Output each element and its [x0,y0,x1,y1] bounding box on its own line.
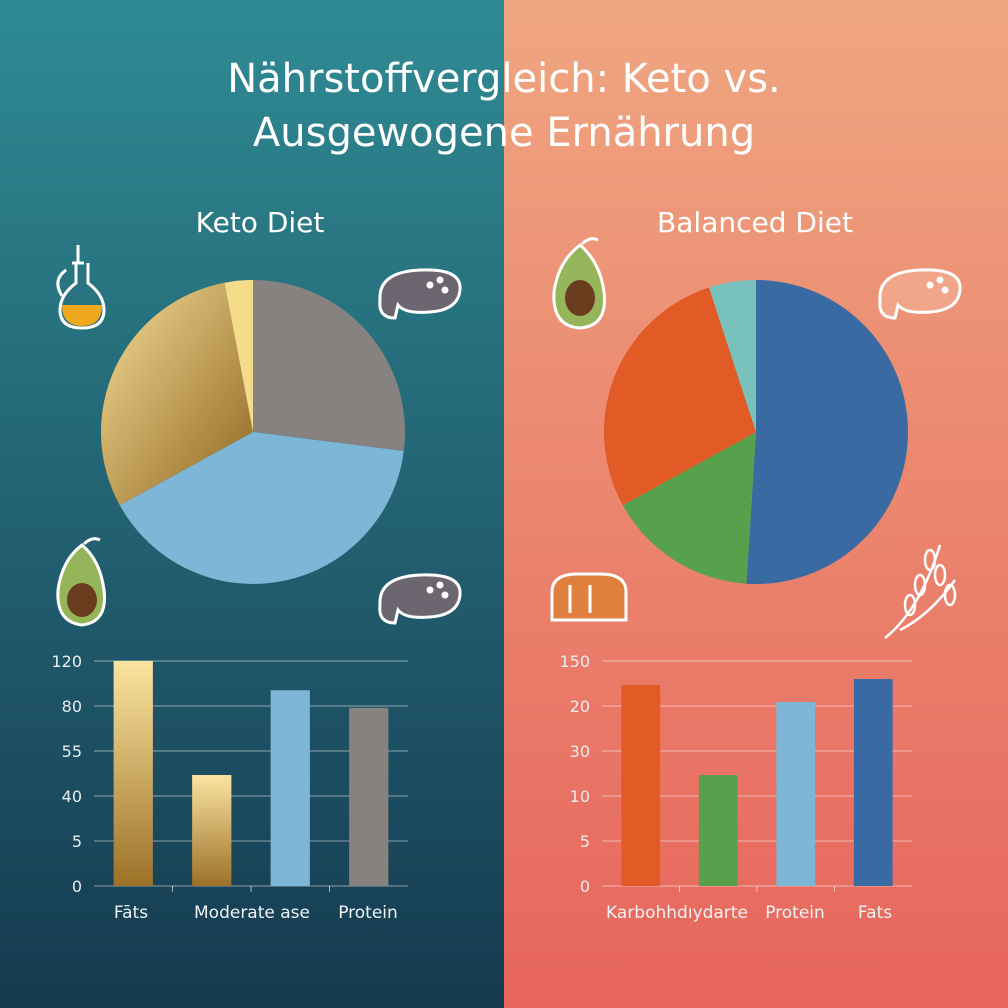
x-category-label: Fats [858,903,892,923]
keto-pie-title: Keto Diet [196,206,325,239]
oil-bottle-icon [56,245,106,330]
bar [621,684,661,886]
y-tick-label: 80 [62,697,82,716]
y-tick-label: 5 [580,832,590,851]
bread-icon [550,572,628,622]
x-category-label: Fāts [114,903,148,923]
bar [853,679,893,886]
pie-slice [622,432,756,584]
main-title-line1: Nährstoffvergleich: Keto vs. [227,56,781,102]
bar [776,701,816,886]
pie-slice [253,280,405,452]
y-tick-label: 20 [570,697,590,716]
pie-slice [603,287,756,506]
y-tick-label: 30 [570,742,590,761]
keto-pie-chart [100,280,405,585]
wheat-icon [884,544,957,639]
bar [270,690,310,886]
avocado-icon [552,237,606,330]
bar [349,707,389,886]
y-tick-label: 0 [580,877,590,896]
y-tick-label: 55 [62,742,82,761]
avocado-icon [56,537,107,627]
y-tick-label: 5 [72,832,82,851]
pie-slice [709,280,756,432]
main-title-line2: Ausgewogene Ernährung [253,110,755,156]
x-category-label: Moderate ase [194,903,310,923]
x-category-label: Protein [338,903,398,923]
bar [192,775,232,886]
keto-bar-chart: 120 80 55 40 5 0 Fāts Moderate ase Protein [51,652,408,923]
steak-icon [878,268,962,320]
steak-icon [378,573,462,625]
steak-icon [378,268,462,320]
pie-slice [119,432,404,585]
y-tick-label: 10 [570,787,590,806]
y-tick-label: 40 [62,787,82,806]
x-category-label: Karbohhdıydarte [606,903,748,923]
x-category-label: Protein [765,903,825,923]
balanced-pie-chart [603,280,909,584]
pie-slice [100,282,253,506]
pie-slice [746,280,909,584]
bar [698,775,738,886]
pie-slice [224,280,253,432]
y-tick-label: 150 [559,652,590,671]
balanced-bar-chart: 150 20 30 10 5 0 Karbohhdıydarte Protein Fats [559,652,912,923]
bar [113,661,153,886]
balanced-pie-title: Balanced Diet [657,206,853,239]
y-tick-label: 120 [51,652,82,671]
y-tick-label: 0 [72,877,82,896]
